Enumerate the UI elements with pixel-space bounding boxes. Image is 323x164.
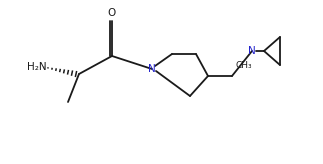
Text: H₂N: H₂N (27, 62, 47, 72)
Text: N: N (148, 64, 156, 74)
Text: CH₃: CH₃ (236, 62, 252, 71)
Text: N: N (248, 46, 256, 56)
Text: O: O (108, 8, 116, 18)
